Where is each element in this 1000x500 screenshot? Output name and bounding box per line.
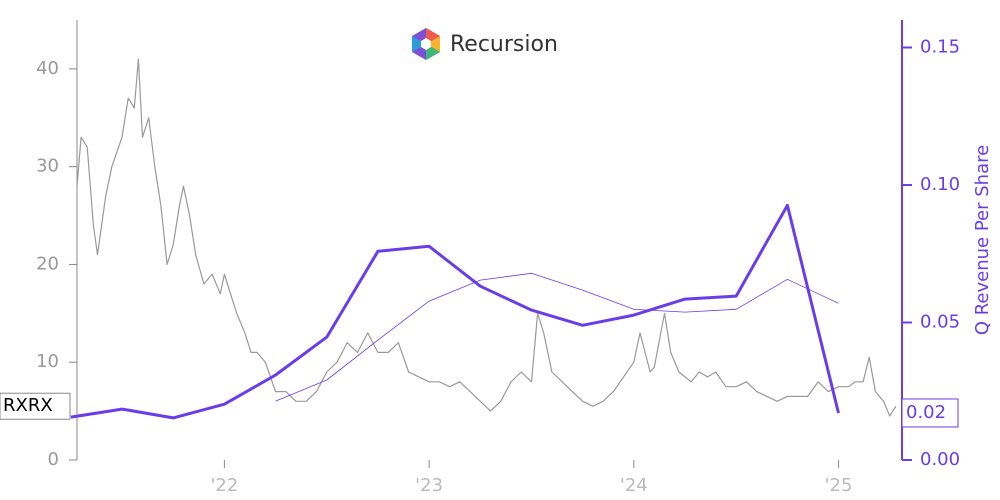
series-label-box (0, 392, 71, 420)
series-line (70, 203, 840, 420)
chart-title: Recursion (450, 32, 558, 57)
x-tick-label: '22 (210, 475, 238, 496)
y-tick-label: 0 (48, 449, 59, 470)
logo (412, 28, 440, 60)
y2-axis-label: Q Revenue Per Share (972, 145, 993, 335)
x-tick-label: '24 (620, 475, 648, 496)
y-tick-label: 20 (36, 253, 59, 274)
series-label: RXRX (3, 395, 53, 416)
y2-tick-label: 0.10 (920, 174, 960, 195)
y-tick-label: 40 (36, 58, 59, 79)
series-line (76, 58, 897, 417)
y-tick-label: 10 (36, 351, 59, 372)
y-tick-label: 30 (36, 156, 59, 177)
value-label: 0.02 (906, 402, 946, 423)
x-tick-label: '25 (825, 475, 853, 496)
value-label-box (901, 398, 959, 428)
x-tick-label: '23 (415, 475, 443, 496)
y2-tick-label: 0.05 (920, 312, 960, 333)
y2-tick-label: 0.15 (920, 37, 960, 58)
y2-tick-label: 0.00 (920, 449, 960, 470)
series-line (275, 272, 839, 402)
